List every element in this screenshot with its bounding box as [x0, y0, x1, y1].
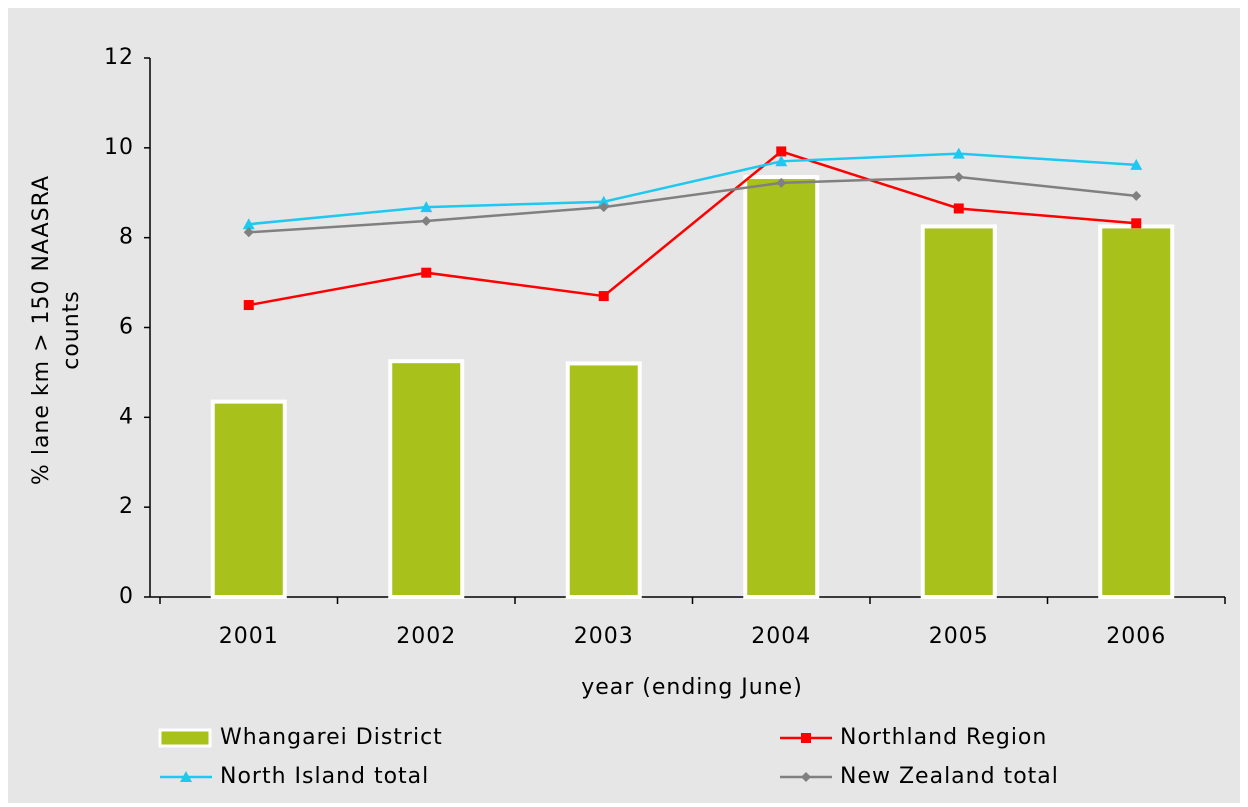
- line: [248, 175, 1137, 234]
- y-tick-label: 8: [119, 225, 134, 250]
- x-tick-label: 2006: [1106, 624, 1166, 649]
- y-tick-label: 4: [119, 404, 134, 429]
- legend-label: Northland Region: [840, 725, 1047, 750]
- point: [598, 291, 609, 302]
- point: [242, 218, 255, 230]
- point: [243, 227, 254, 238]
- point: [1131, 190, 1142, 201]
- y-tick-label: 10: [104, 135, 134, 160]
- point: [420, 201, 433, 213]
- legend-label: New Zealand total: [840, 764, 1059, 789]
- y-tick-label: 12: [104, 45, 134, 70]
- bar: [565, 361, 642, 599]
- point: [597, 195, 610, 207]
- point: [1130, 158, 1143, 170]
- point: [952, 147, 965, 159]
- x-tick-label: 2002: [396, 624, 456, 649]
- y-axis-label-line: counts: [59, 290, 84, 370]
- point: [598, 202, 609, 213]
- x-tick-label: 2001: [219, 624, 279, 649]
- legend-label: North Island total: [220, 764, 429, 789]
- x-tick-label: 2005: [929, 624, 989, 649]
- point: [953, 203, 964, 214]
- point: [421, 267, 432, 278]
- line: [248, 152, 1137, 226]
- y-tick-label: 0: [119, 584, 134, 609]
- y-axis-label: % lane km > 150 NAASRA counts: [29, 175, 84, 485]
- legend-marker: [801, 772, 811, 782]
- legend-label: Whangarei District: [220, 725, 443, 750]
- point: [953, 172, 964, 183]
- point: [421, 216, 432, 227]
- bar: [743, 175, 820, 599]
- point: [243, 300, 254, 311]
- line: [248, 150, 1137, 307]
- legend-swatch: [158, 728, 212, 748]
- legend-marker: [801, 733, 811, 743]
- x-tick-label: 2003: [574, 624, 634, 649]
- point: [1131, 218, 1142, 229]
- y-tick-label: 6: [119, 315, 134, 340]
- bar: [920, 224, 997, 599]
- x-tick-label: 2004: [751, 624, 811, 649]
- legend-marker: [180, 771, 192, 782]
- x-axis-label: year (ending June): [581, 675, 803, 700]
- bar: [1098, 224, 1175, 599]
- y-axis-label-line: % lane km > 150 NAASRA: [29, 175, 54, 485]
- point: [776, 146, 787, 157]
- y-tick-label: 2: [119, 494, 134, 519]
- bar: [388, 359, 465, 599]
- point: [776, 177, 787, 188]
- point: [775, 155, 788, 167]
- bar: [210, 399, 287, 599]
